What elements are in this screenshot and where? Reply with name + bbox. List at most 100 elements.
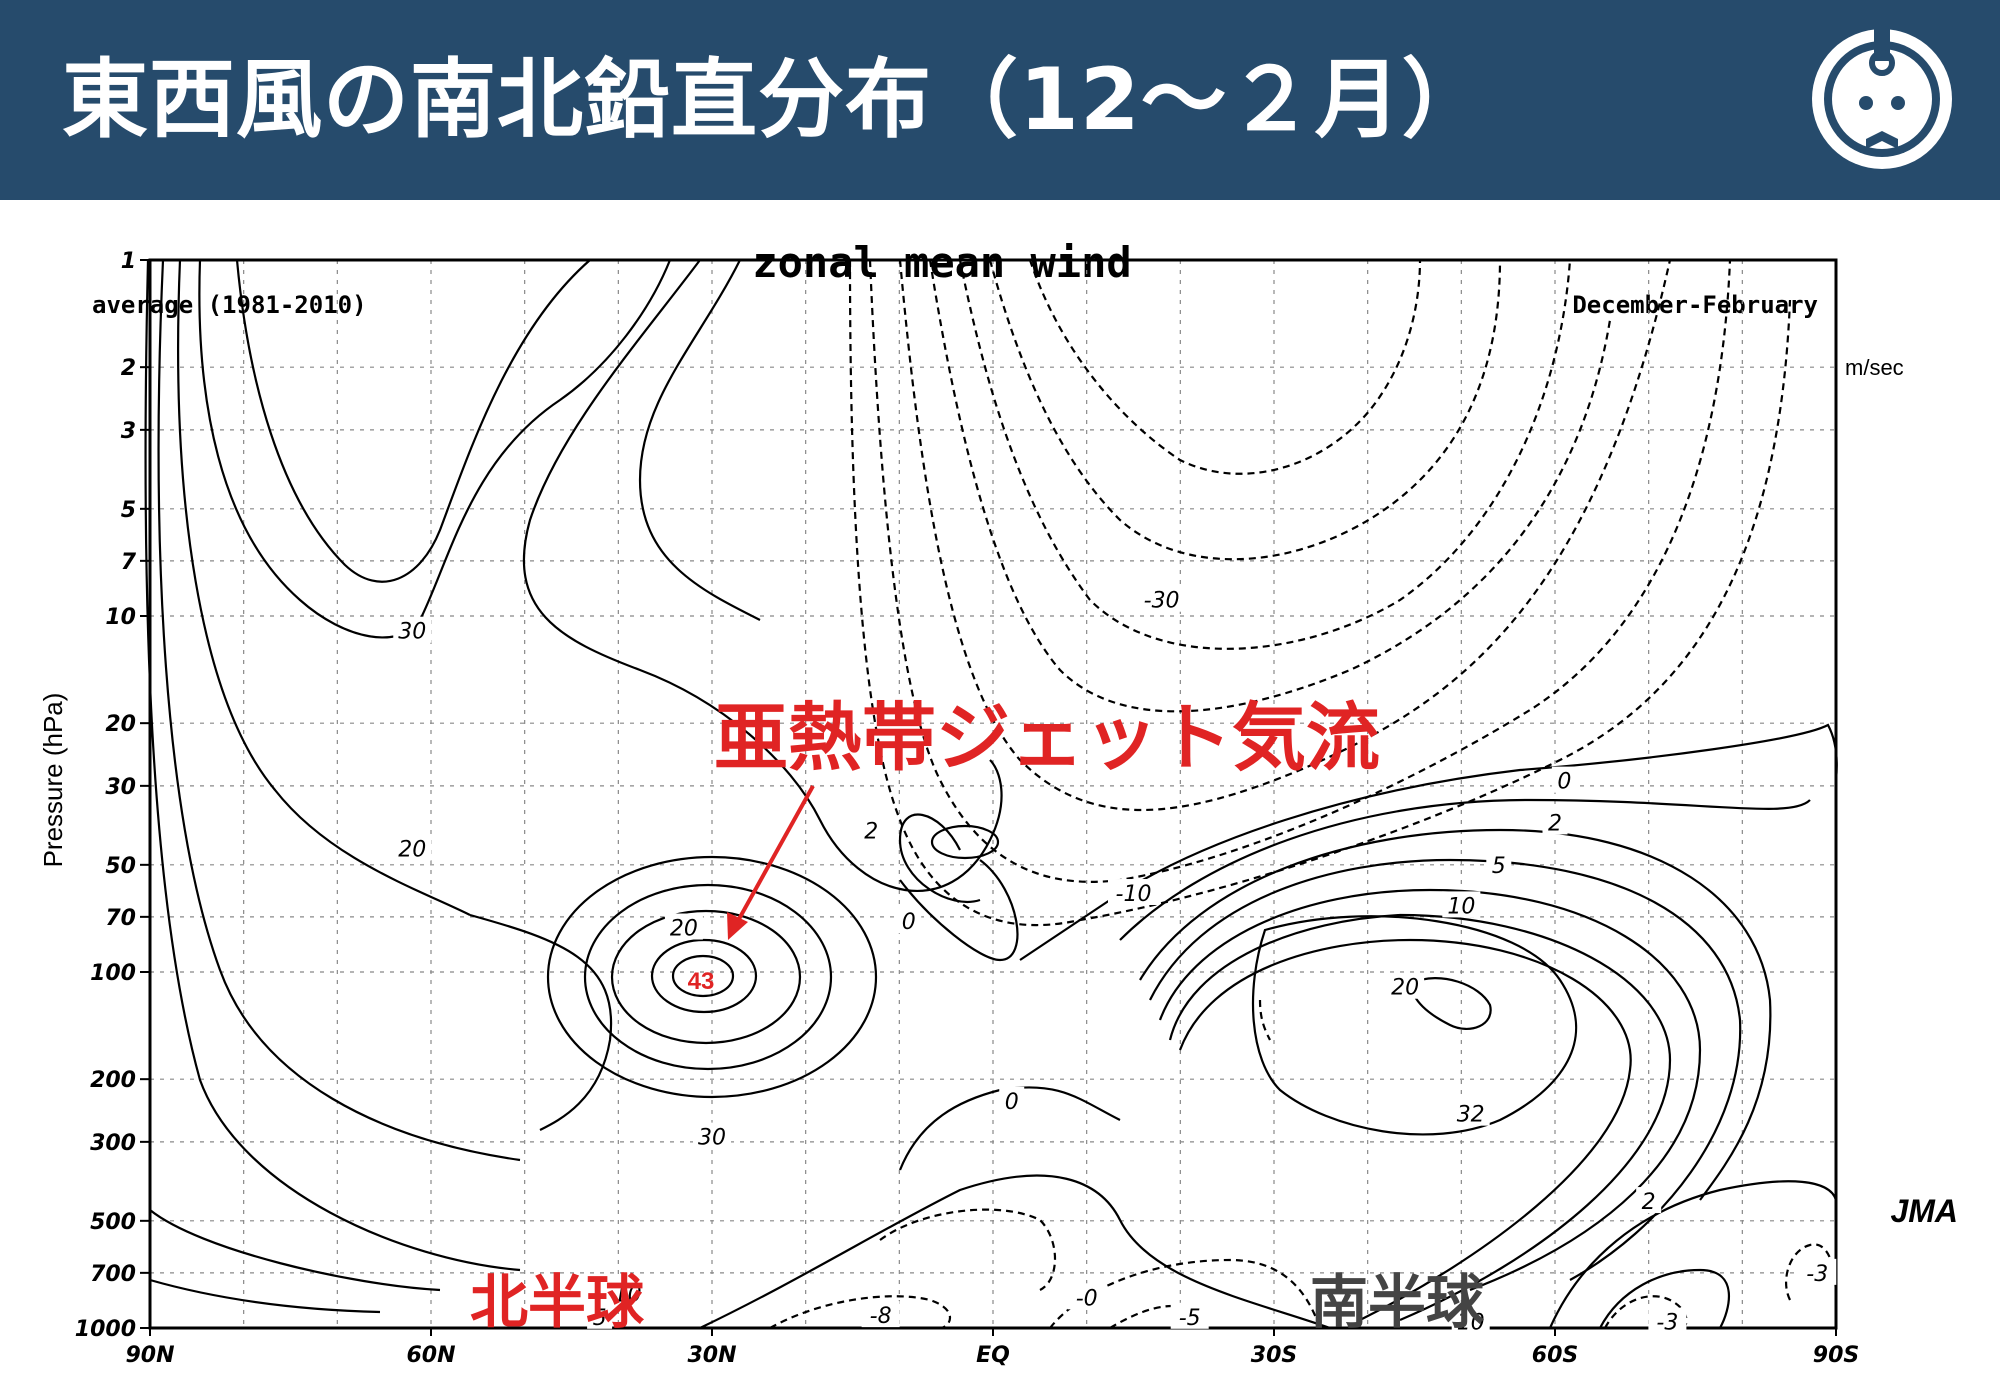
contour-line <box>650 938 758 1014</box>
contour-label-bg <box>1108 879 1159 906</box>
contour-line <box>1168 913 1672 1322</box>
contour-label-bg <box>1648 1307 1687 1334</box>
contour-label: 10 <box>1457 1311 1485 1336</box>
chart-subtitle-right: December-February <box>1572 291 1818 319</box>
contour-line <box>988 259 1502 561</box>
contour-lines <box>144 259 1838 1330</box>
contour-line <box>144 259 521 1272</box>
contour-label: 2 <box>1642 1190 1656 1215</box>
contour-label: 10 <box>614 1283 642 1308</box>
contour-line <box>879 1208 1057 1291</box>
contour-line <box>928 259 1612 713</box>
contour-label: 20 <box>398 838 426 863</box>
contour-label-bg <box>1451 1099 1490 1126</box>
contour-label: -3 <box>1656 1311 1678 1336</box>
contour-label-bg <box>1542 808 1568 835</box>
contour-line <box>583 883 833 1071</box>
contour-label: 0 <box>1557 770 1571 795</box>
contour-label: -8 <box>870 1304 892 1329</box>
contour-line <box>868 259 1732 883</box>
contour-line <box>469 913 613 1131</box>
contour-label-bg <box>1136 585 1188 612</box>
y-ticks: 1 2 3 5 7 10 20 30 50 70 100 200 300 500 700 1000 <box>75 249 150 1342</box>
contour-label: 2 <box>1548 811 1562 836</box>
y-tick-label: 50 <box>105 854 136 879</box>
unit-label: m/sec <box>1845 355 1904 380</box>
weather-mascot-icon <box>1812 27 1952 169</box>
y-tick-label: 100 <box>90 961 136 986</box>
contour-label-bg <box>608 1279 647 1306</box>
contour-label: 20 <box>1391 976 1419 1001</box>
contour-label: 20 <box>670 917 698 942</box>
x-tick-label: 90N <box>125 1343 174 1368</box>
x-tick-label: EQ <box>976 1343 1010 1368</box>
x-tick-label: 90S <box>1813 1343 1859 1368</box>
contour-label-bg <box>664 913 703 940</box>
contour-line <box>177 259 471 916</box>
contour-label-bg <box>1551 766 1577 793</box>
x-tick-label: 60N <box>406 1343 455 1368</box>
x-tick-label: 30N <box>687 1343 736 1368</box>
contour-label: 30 <box>698 1126 726 1151</box>
y-tick-label: 2 <box>121 356 136 381</box>
contour-line <box>522 259 1003 892</box>
contour-label-bg <box>1486 850 1512 877</box>
contour-line <box>1158 888 1702 1292</box>
y-tick-label: 1 <box>121 249 136 274</box>
y-tick-label: 20 <box>105 712 136 737</box>
zonal-mean-wind-chart: zonal mean wind average (1981-2010) Dece… <box>38 238 1958 1368</box>
contour-label-bg <box>1636 1187 1662 1214</box>
contour-line <box>1410 977 1492 1030</box>
header-bar <box>0 0 2000 200</box>
contour-label: 2 <box>864 819 878 844</box>
contour-label-bg <box>1798 1258 1837 1285</box>
jet-arrowhead <box>727 912 748 940</box>
contour-line <box>899 859 1019 962</box>
contour-line <box>958 259 1572 650</box>
contour-label-bg <box>999 1086 1025 1113</box>
y-tick-label: 700 <box>90 1262 136 1287</box>
page-title: 東西風の南北鉛直分布（12～２月） <box>62 50 1489 150</box>
contour-line <box>848 259 1792 927</box>
contour-line <box>157 259 521 1162</box>
contour-line <box>149 1209 441 1292</box>
contour-line <box>1149 858 1742 1281</box>
y-tick-label: 3 <box>121 419 136 444</box>
contour-line <box>198 259 421 639</box>
y-tick-label: 70 <box>105 906 136 931</box>
y-tick-label: 7 <box>121 550 137 575</box>
jet-label: 亜熱帯ジェット気流 <box>714 695 1380 781</box>
chart-subtitle-left: average (1981-2010) <box>92 291 367 319</box>
y-tick-label: 5 <box>121 498 136 523</box>
contour-line <box>930 824 1000 860</box>
contour-label: 10 <box>1447 894 1475 919</box>
contour-label: 0 <box>902 910 916 935</box>
jet-arrow <box>732 785 815 929</box>
contour-label: -0 <box>1076 1286 1098 1311</box>
contour-line <box>1548 1180 1838 1329</box>
southern-hemisphere-label: 南半球 <box>1310 1268 1485 1336</box>
contour-label-bg <box>587 1302 613 1329</box>
contour-line <box>610 909 802 1045</box>
contour-label-bg <box>861 1301 900 1328</box>
contour-line <box>898 259 1672 812</box>
contour-label: -5 <box>1179 1306 1201 1331</box>
contour-line <box>699 1174 1331 1330</box>
contour-label-bg <box>1442 891 1481 918</box>
plot-frame <box>148 258 1838 1330</box>
contour-line <box>419 259 672 621</box>
contour-line <box>898 813 981 903</box>
jet-max-label: 43 <box>688 968 715 995</box>
contour-line <box>1178 938 1632 1321</box>
negative-contour-lines <box>769 259 1838 1330</box>
x-tick-label: 30S <box>1251 1343 1297 1368</box>
x-ticks: 90N 60N 30N EQ 30S 60S 90S <box>125 1328 1859 1368</box>
contour-label-bg <box>693 1122 731 1149</box>
contour-line <box>1119 798 1811 941</box>
contour-label: 5 <box>1492 854 1506 879</box>
y-tick-label: 10 <box>105 605 136 630</box>
y-tick-label: 300 <box>90 1131 136 1156</box>
contour-line <box>769 1295 952 1330</box>
contour-line <box>1028 259 1422 475</box>
